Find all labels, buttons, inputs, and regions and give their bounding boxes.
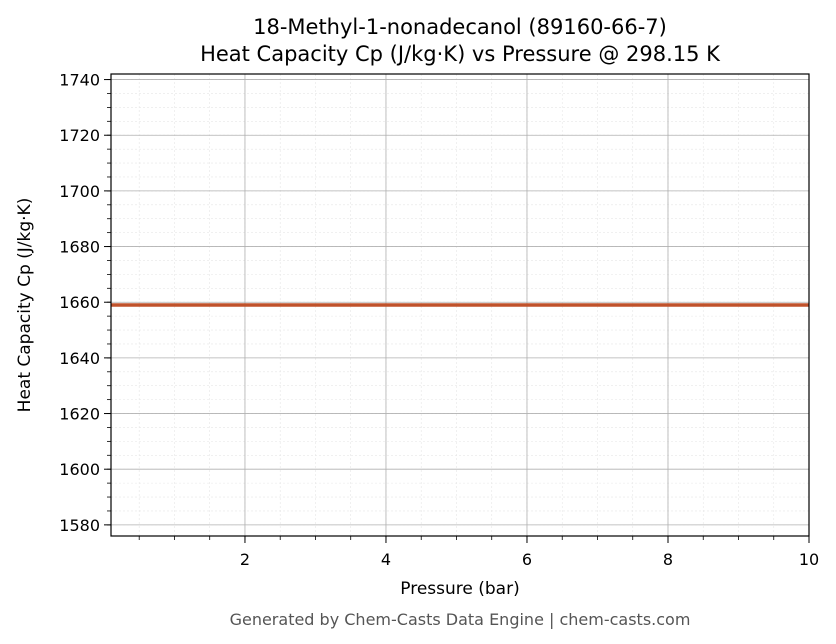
y-tick-label: 1700: [59, 182, 100, 201]
y-tick-label: 1600: [59, 460, 100, 479]
y-tick-label: 1740: [59, 71, 100, 90]
y-tick-label: 1620: [59, 405, 100, 424]
x-tick-label: 2: [240, 550, 250, 569]
x-tick-label: 8: [663, 550, 673, 569]
y-axis-label: Heat Capacity Cp (J/kg·K): [15, 198, 35, 413]
y-tick-label: 1640: [59, 349, 100, 368]
y-tick-label: 1660: [59, 293, 100, 312]
footer-credit: Generated by Chem-Casts Data Engine | ch…: [230, 610, 691, 629]
axis-ticks: [104, 79, 810, 543]
x-tick-label: 6: [522, 550, 532, 569]
y-tick-label: 1720: [59, 126, 100, 145]
plot-frame: [110, 73, 810, 537]
y-tick-label: 1580: [59, 516, 100, 535]
tick-labels: 2 4 6 8 10 1580 1600 1620 1640 1660 1680 1700 1720 17…: [59, 71, 819, 569]
chart-title: 18-Methyl-1-nonadecanol (89160-66-7): [253, 15, 667, 39]
x-tick-label: 10: [799, 550, 819, 569]
y-tick-label: 1680: [59, 238, 100, 257]
chart-subtitle: Heat Capacity Cp (J/kg·K) vs Pressure @ …: [200, 42, 721, 66]
x-axis-label: Pressure (bar): [400, 579, 519, 599]
x-tick-label: 4: [381, 550, 391, 569]
